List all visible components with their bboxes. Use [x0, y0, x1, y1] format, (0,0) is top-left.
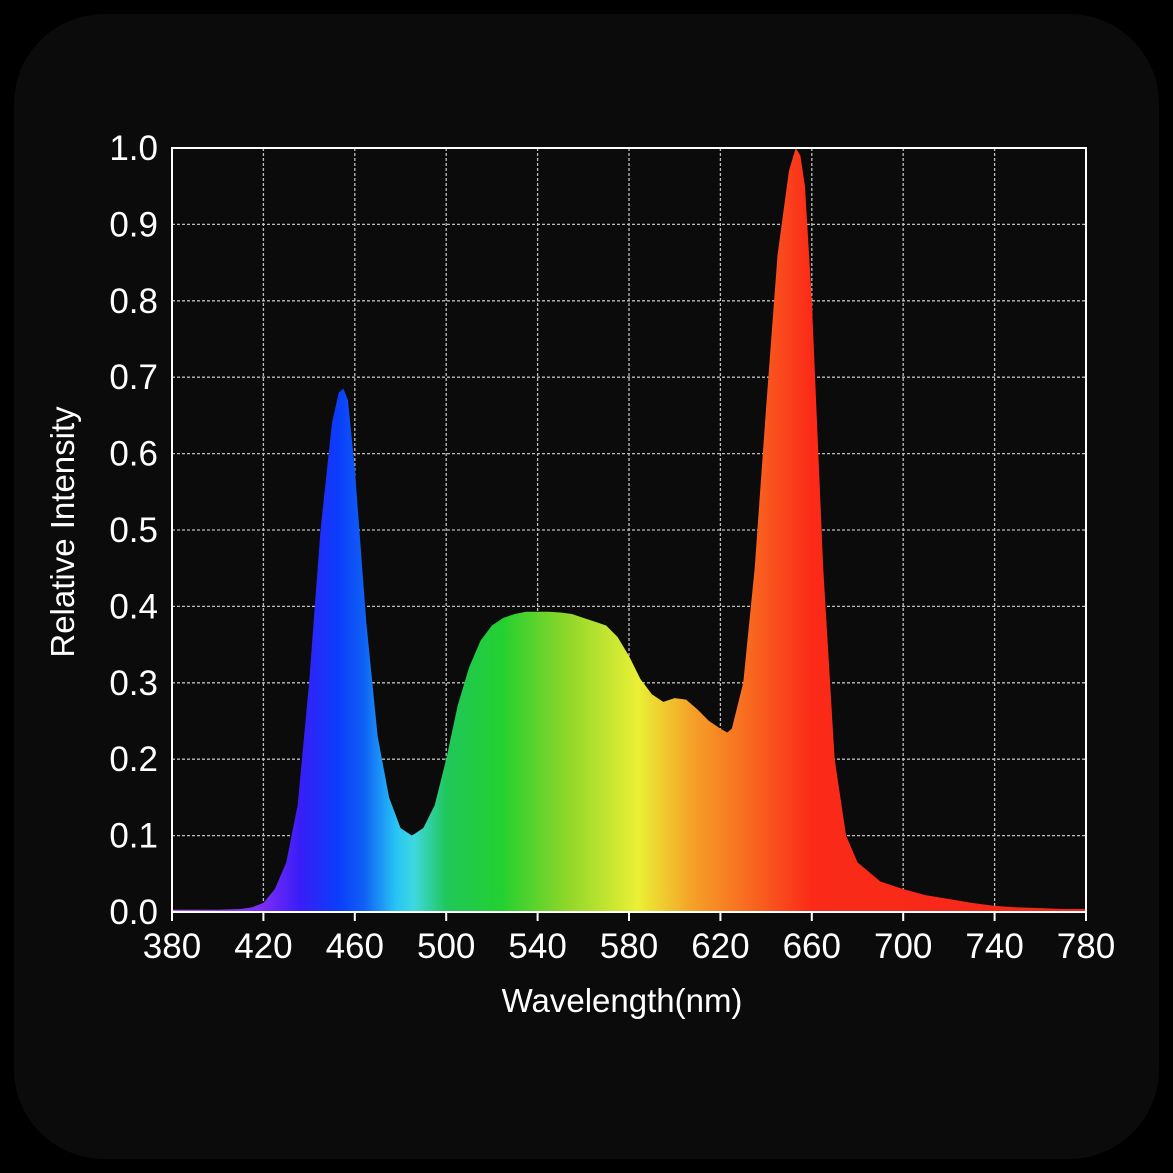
y-tick-label-0.1: 0.1 [109, 817, 158, 856]
x-tick-label-580: 580 [600, 927, 658, 966]
x-tick-label-540: 540 [508, 927, 566, 966]
x-tick-label-500: 500 [417, 927, 475, 966]
y-tick-label-0.4: 0.4 [109, 587, 158, 626]
x-axis-label: Wavelength(nm) [502, 982, 743, 1019]
x-tick-label-700: 700 [874, 927, 932, 966]
spectrum-area [172, 148, 1086, 912]
y-tick-label-1.0: 1.0 [109, 129, 158, 168]
y-axis-ticks: 0.0 0.1 0.2 0.3 0.4 0.5 0.6 0.7 0.8 0.9 1.0 [109, 129, 158, 932]
y-tick-label-0.5: 0.5 [109, 511, 158, 550]
x-axis-ticks: 380 420 460 500 540 580 620 660 700 740 780 [143, 912, 1115, 966]
x-tick-label-780: 780 [1057, 927, 1115, 966]
x-tick-label-740: 740 [965, 927, 1023, 966]
y-axis-label: Relative Intensity [44, 406, 81, 658]
x-tick-label-620: 620 [691, 927, 749, 966]
y-tick-label-0.8: 0.8 [109, 282, 158, 321]
x-tick-label-380: 380 [143, 927, 201, 966]
x-tick-label-660: 660 [783, 927, 841, 966]
y-tick-label-0.0: 0.0 [109, 893, 158, 932]
x-tick-label-460: 460 [326, 927, 384, 966]
x-tick-label-420: 420 [234, 927, 292, 966]
chart-panel [14, 14, 1159, 1159]
y-tick-label-0.3: 0.3 [109, 664, 158, 703]
y-tick-label-0.7: 0.7 [109, 358, 158, 397]
y-tick-label-0.9: 0.9 [109, 205, 158, 244]
y-tick-label-0.6: 0.6 [109, 435, 158, 474]
y-tick-label-0.2: 0.2 [109, 740, 158, 779]
